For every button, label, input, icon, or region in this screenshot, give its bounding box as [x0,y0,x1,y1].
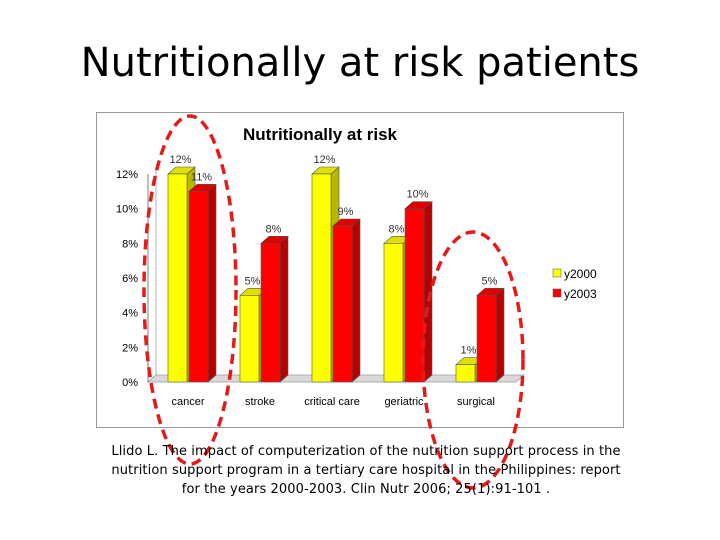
data-label: 5% [245,275,261,287]
bar-y2000-surgical [455,364,476,383]
bar-y2003-geriatric [404,208,425,383]
data-label: 1% [461,345,477,357]
legend-label-y2003: y2003 [564,287,597,301]
data-label: 12% [313,154,335,166]
chart-title: Nutritionally at risk [243,125,398,144]
bar-side [495,287,505,383]
bar-side [207,183,217,383]
y-tick-label: 2% [122,342,138,354]
data-label: 11% [191,171,212,183]
bar-y2000-critical-care [311,173,332,383]
bar-side [279,235,289,383]
bar-y2003-critical-care [332,225,353,383]
bar-y2000-stroke [239,295,260,383]
y-tick-label: 0% [122,377,138,389]
y-tick-label: 6% [122,273,138,285]
bar-y2000-cancer [167,173,188,383]
data-label: 8% [389,223,405,235]
highlight-ellipse-cancer [142,114,238,466]
slide-title: Nutritionally at risk patients [80,40,640,86]
y-tick-label: 8% [122,238,138,250]
bar-y2000-geriatric [383,243,404,383]
x-tick-label: critical care [304,396,360,408]
highlight-ellipse-surgical [421,230,525,490]
data-label: 10% [406,189,428,201]
plot-back-wall [147,170,157,383]
x-tick-label: stroke [245,396,275,408]
y-tick-label: 12% [116,169,138,181]
bar-y2003-surgical [476,295,497,383]
citation: Llido L. The impact of computerization o… [111,444,621,497]
data-label: 12% [169,154,191,166]
x-tick-label: cancer [171,396,204,408]
y-tick-label: 10% [116,204,138,216]
y-tick-label: 4% [122,308,138,320]
legend-swatch-y2003 [552,288,562,298]
bar-side [351,218,361,383]
legend-label-y2000: y2000 [564,267,597,281]
legend-swatch-y2000 [552,268,562,278]
data-label: 8% [266,223,282,235]
x-tick-label: geriatric [384,396,424,408]
x-tick-label: surgical [457,396,495,408]
bar-y2003-cancer [188,191,209,383]
bar-chart: Nutritionally at risk 0% 2% 4% 6% 8% 10% 12% 12… [116,114,597,490]
data-label: 5% [482,275,498,287]
bar-y2003-stroke [260,243,281,383]
data-label: 9% [338,206,354,218]
